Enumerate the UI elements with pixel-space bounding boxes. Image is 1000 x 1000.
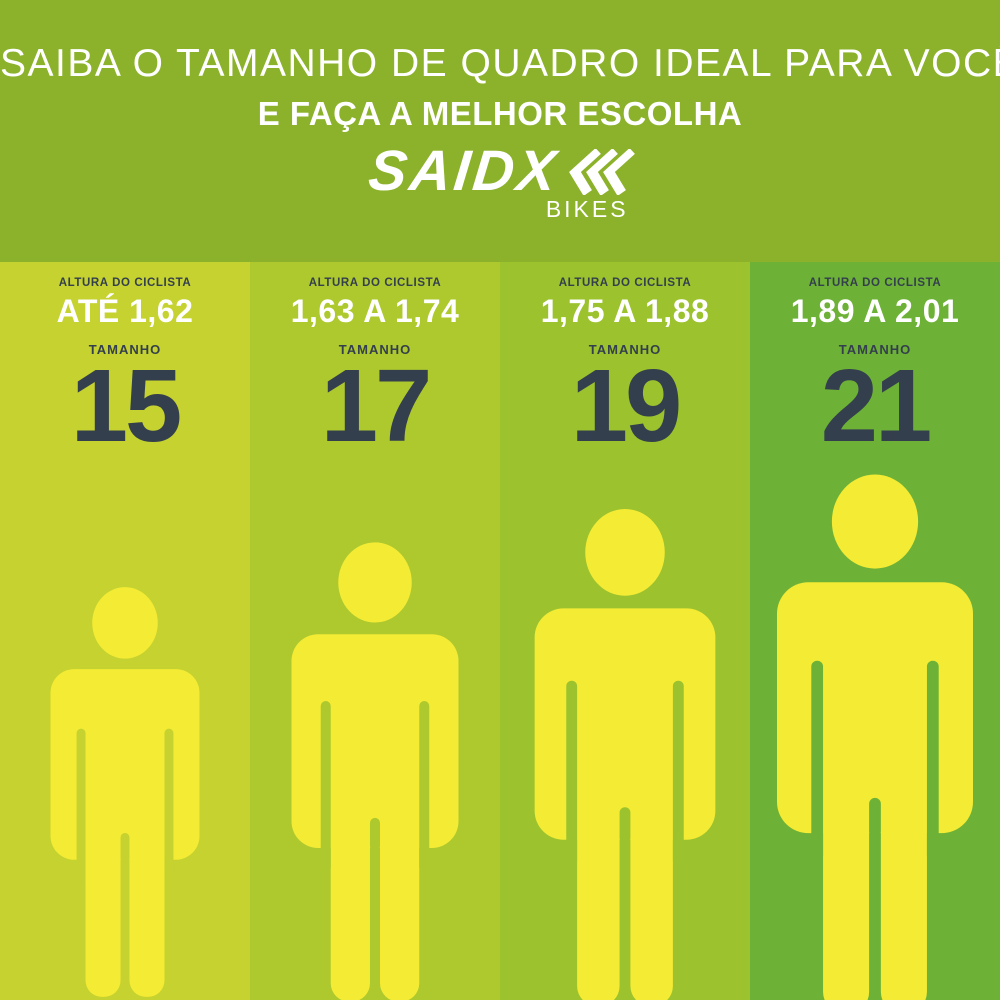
size-column-19: ALTURA DO CICLISTA 1,75 A 1,88 TAMANHO 1…	[500, 262, 750, 1000]
frame-size-value: 15	[70, 348, 183, 463]
standing-person-icon	[50, 587, 200, 997]
cyclist-height-range: 1,89 A 2,01	[790, 293, 960, 329]
cyclist-height-label: ALTURA DO CICLISTA	[558, 277, 692, 289]
cyclist-height-label: ALTURA DO CICLISTA	[808, 277, 942, 289]
size-column-21: ALTURA DO CICLISTA 1,89 A 2,01 TAMANHO 2…	[750, 262, 1000, 1000]
frame-size-label: TAMANHO	[338, 342, 412, 357]
brand-name: SAIDX	[366, 139, 563, 203]
frame-size-label: TAMANHO	[838, 342, 912, 357]
frame-size-value: 19	[570, 348, 683, 463]
cyclist-height-label: ALTURA DO CICLISTA	[308, 277, 442, 289]
size-columns: ALTURA DO CICLISTA ATÉ 1,62 TAMANHO 15 A…	[0, 262, 1000, 1000]
frame-size-value: 21	[820, 348, 933, 463]
size-column-15: ALTURA DO CICLISTA ATÉ 1,62 TAMANHO 15	[0, 262, 250, 1000]
triple-left-chevron-icon	[568, 148, 635, 195]
standing-person-icon	[777, 474, 973, 1000]
cyclist-height-range: ATÉ 1,62	[56, 293, 194, 329]
header: SAIBA O TAMANHO DE QUADRO IDEAL PARA VOC…	[0, 0, 1000, 262]
cyclist-height-range: 1,63 A 1,74	[290, 293, 460, 329]
standing-person-icon	[291, 542, 459, 1000]
size-column-17: ALTURA DO CICLISTA 1,63 A 1,74 TAMANHO 1…	[250, 262, 500, 1000]
cyclist-height-label: ALTURA DO CICLISTA	[58, 277, 192, 289]
frame-size-value: 17	[320, 348, 433, 463]
cyclist-height-range: 1,75 A 1,88	[540, 293, 710, 329]
frame-size-label: TAMANHO	[88, 342, 162, 357]
brand-logo: SAIDX BIKES	[366, 139, 635, 223]
main-title: SAIBA O TAMANHO DE QUADRO IDEAL PARA VOC…	[0, 42, 1000, 85]
subtitle: E FAÇA A MELHOR ESCOLHA	[257, 95, 743, 132]
standing-person-icon	[534, 509, 716, 1000]
brand-subtitle: BIKES	[545, 196, 629, 222]
frame-size-label: TAMANHO	[588, 342, 662, 357]
